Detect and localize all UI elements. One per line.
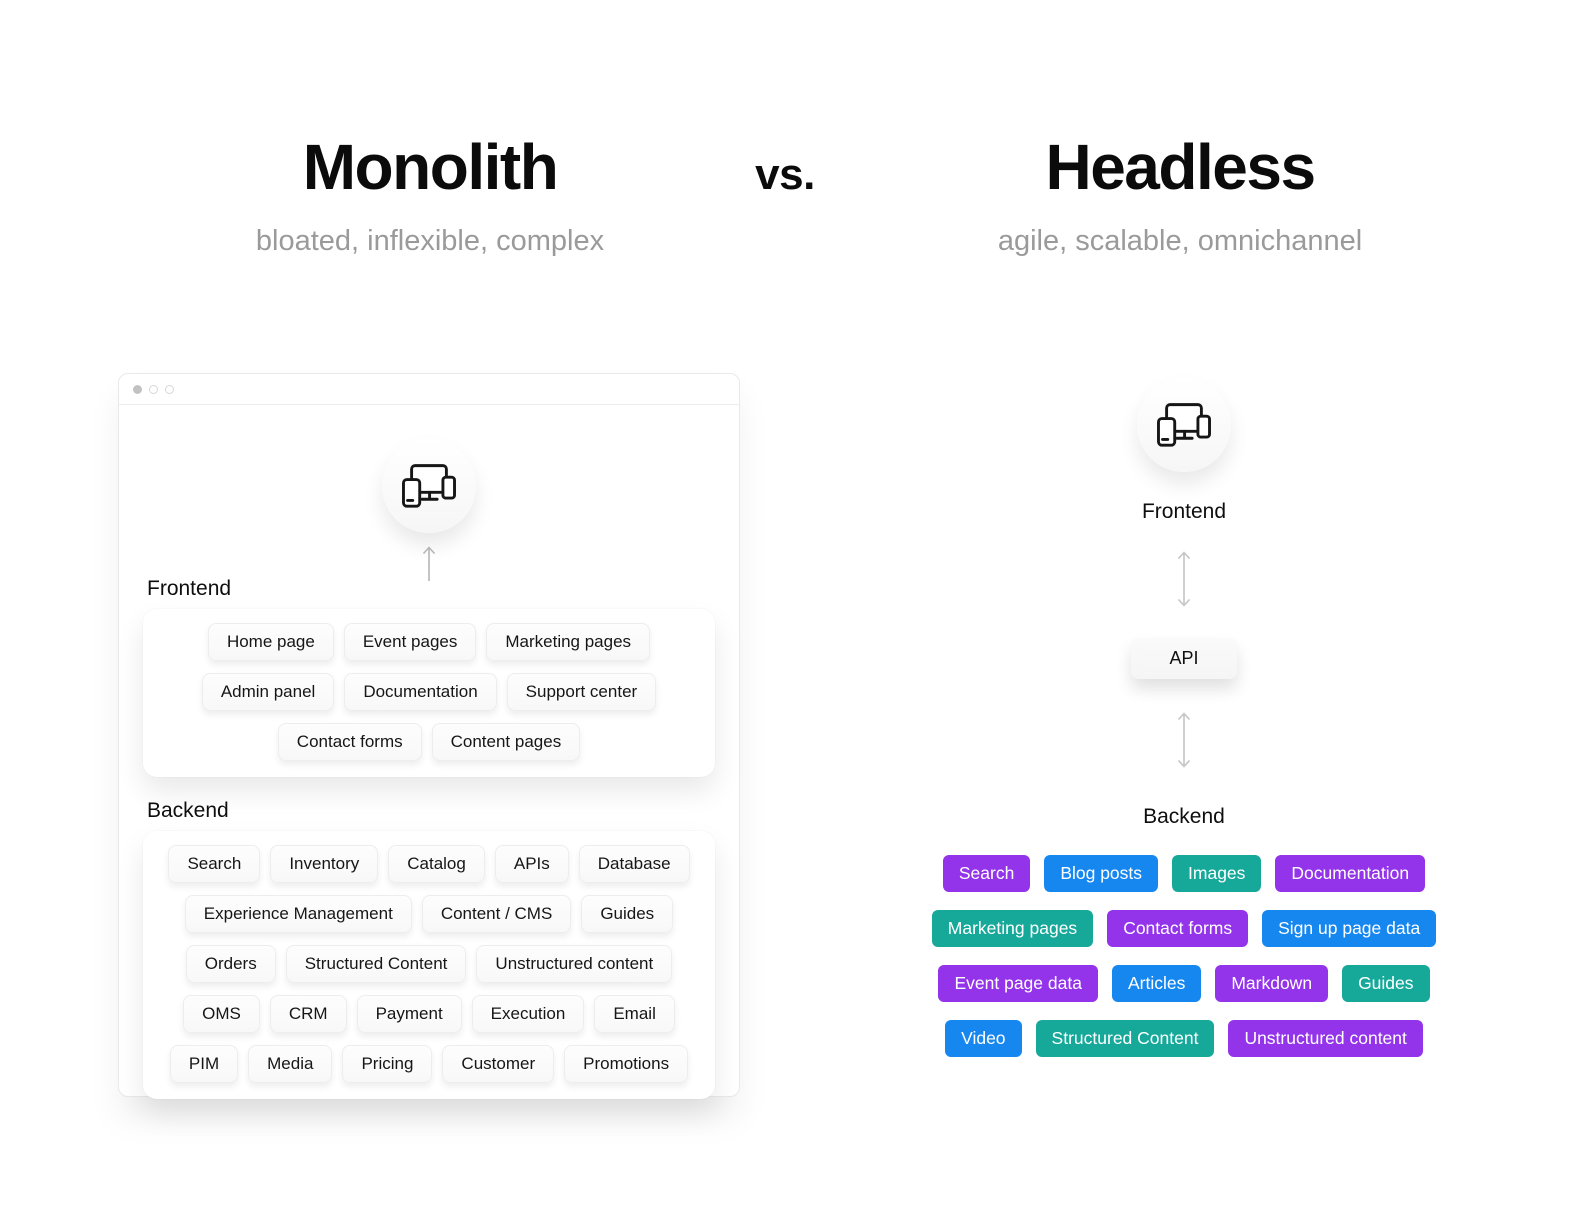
service-pill: Sign up page data (1262, 910, 1437, 947)
pill-row: Home page Event pages Marketing pages (151, 623, 707, 661)
service-pill: Structured Content (1035, 1020, 1215, 1057)
feature-pill: Support center (506, 673, 657, 711)
double-arrow-icon (1177, 712, 1191, 768)
devices-icon (402, 463, 456, 508)
feature-pill: Execution (471, 995, 585, 1033)
feature-pill: APIs (494, 845, 569, 883)
monolith-title: Monolith (302, 131, 559, 203)
service-pill: Articles (1111, 965, 1202, 1002)
service-pill: Documentation (1275, 855, 1426, 892)
backend-services: Search Blog posts Images Documentation M… (931, 855, 1437, 1057)
arrow-up-icon (422, 546, 436, 581)
service-pill: Marketing pages (931, 910, 1094, 947)
service-pill: Blog posts (1044, 855, 1159, 892)
headless-diagram: Frontend API Backend Search Blog posts I… (920, 378, 1448, 1057)
window-control-dot (133, 384, 142, 394)
pill-row: Marketing pages Contact forms Sign up pa… (931, 910, 1437, 947)
service-pill: Event page data (938, 965, 1098, 1002)
backend-section-label: Backend (147, 799, 229, 822)
pill-row: Admin panel Documentation Support center (151, 673, 707, 711)
vs-separator: vs. (755, 150, 815, 199)
feature-pill: Content pages (431, 723, 581, 761)
headless-subtitle: agile, scalable, omnichannel (997, 225, 1363, 257)
monolith-browser-window: Frontend Home page Event pages Marketing… (118, 373, 740, 1099)
feature-pill: CRM (269, 995, 347, 1033)
headless-title: Headless (1045, 131, 1316, 203)
feature-pill: Email (594, 995, 675, 1033)
feature-pill: Marketing pages (486, 623, 651, 661)
pill-row: Experience Management Content / CMS Guid… (151, 895, 707, 933)
service-pill: Contact forms (1107, 910, 1249, 947)
monolith-subtitle: bloated, inflexible, complex (255, 225, 605, 257)
frontend-panel: Home page Event pages Marketing pages Ad… (143, 609, 715, 777)
service-pill: Search (942, 855, 1031, 892)
devices-icon-circle (1137, 378, 1231, 472)
backend-label: Backend (1143, 805, 1225, 828)
feature-pill: Catalog (388, 845, 485, 883)
api-box: API (1131, 638, 1237, 679)
frontend-label: Frontend (1141, 500, 1227, 523)
pill-row: Contact forms Content pages (151, 723, 707, 761)
window-titlebar (119, 374, 739, 405)
pill-row: Orders Structured Content Unstructured c… (151, 945, 707, 983)
pill-row: Search Blog posts Images Documentation (942, 855, 1426, 892)
pill-row: Search Inventory Catalog APIs Database (151, 845, 707, 883)
feature-pill: Promotions (564, 1045, 689, 1083)
monolith-header: Monolith bloated, inflexible, complex (120, 135, 740, 258)
feature-pill: Admin panel (201, 673, 335, 711)
feature-pill: Unstructured content (476, 945, 673, 983)
double-arrow-icon (1177, 551, 1191, 607)
backend-panel: Search Inventory Catalog APIs Database E… (143, 831, 715, 1099)
feature-pill: Database (578, 845, 690, 883)
feature-pill: Payment (356, 995, 462, 1033)
pill-row: PIM Media Pricing Customer Promotions (151, 1045, 707, 1083)
feature-pill: Inventory (270, 845, 379, 883)
pill-row: OMS CRM Payment Execution Email (151, 995, 707, 1033)
service-pill: Video (945, 1020, 1022, 1057)
pill-row: Video Structured Content Unstructured co… (945, 1020, 1423, 1057)
feature-pill: Home page (207, 623, 334, 661)
feature-pill: Pricing (342, 1045, 433, 1083)
feature-pill: Experience Management (184, 895, 412, 933)
window-control-dot (149, 384, 158, 394)
service-pill: Markdown (1215, 965, 1329, 1002)
feature-pill: Content / CMS (421, 895, 572, 933)
window-control-dot (165, 384, 174, 394)
feature-pill: Structured Content (285, 945, 467, 983)
feature-pill: Guides (581, 895, 674, 933)
feature-pill: Contact forms (277, 723, 422, 761)
service-pill: Unstructured content (1228, 1020, 1423, 1057)
feature-pill: Event pages (343, 623, 477, 661)
feature-pill: Customer (442, 1045, 555, 1083)
devices-icon-circle (382, 439, 476, 533)
frontend-section-label: Frontend (147, 577, 232, 600)
feature-pill: PIM (169, 1045, 239, 1083)
service-pill: Images (1172, 855, 1262, 892)
headless-header: Headless agile, scalable, omnichannel (900, 135, 1460, 258)
feature-pill: Documentation (344, 673, 497, 711)
devices-icon (1157, 402, 1211, 447)
feature-pill: Media (248, 1045, 333, 1083)
feature-pill: OMS (183, 995, 260, 1033)
service-pill: Guides (1342, 965, 1430, 1002)
feature-pill: Search (168, 845, 261, 883)
feature-pill: Orders (185, 945, 276, 983)
pill-row: Event page data Articles Markdown Guides (938, 965, 1430, 1002)
